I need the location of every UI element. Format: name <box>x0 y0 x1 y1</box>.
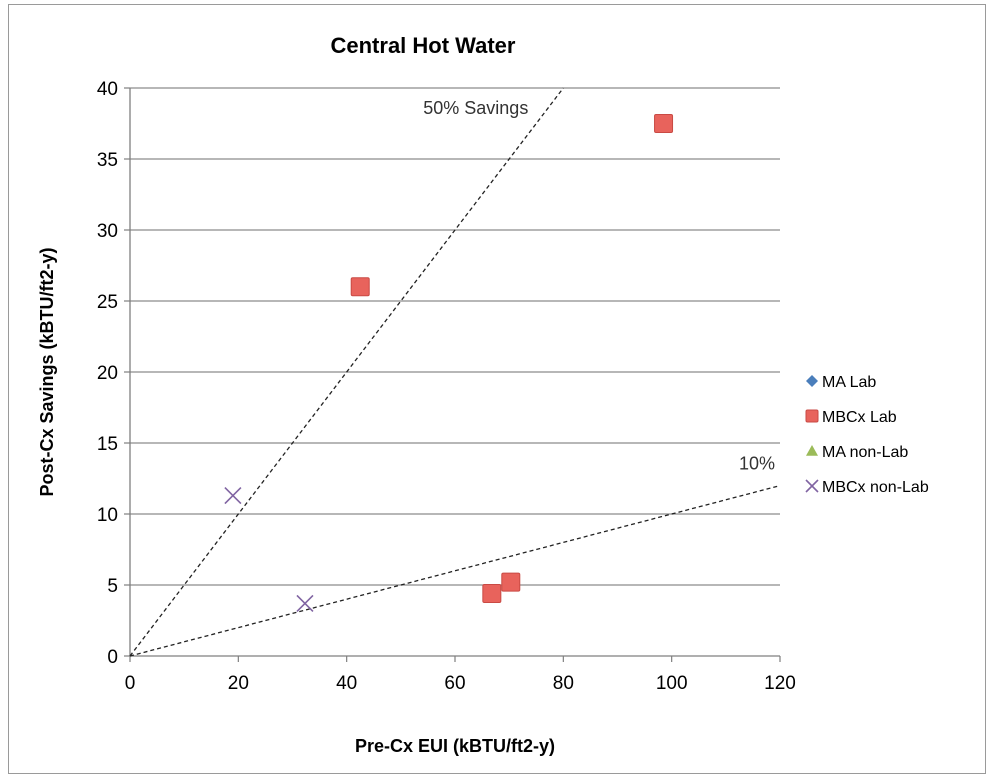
reference-line-label: 10% <box>739 454 775 474</box>
reference-line-label: 50% Savings <box>423 98 528 118</box>
data-point-stroke-b <box>296 594 314 613</box>
legend-label: MA Lab <box>822 374 876 391</box>
y-tick-label: 30 <box>97 221 118 242</box>
legend: MA Lab MBCx Lab MA non-Lab MBCx non-Lab <box>805 374 929 496</box>
y-tick-label: 15 <box>97 434 118 455</box>
legend-marker <box>806 375 818 387</box>
data-point <box>224 486 242 505</box>
data-point <box>296 594 314 613</box>
data-point <box>482 584 502 604</box>
axes: 0 5 10 15 20 25 30 35 40 0 20 40 60 80 100 120 <box>97 79 796 694</box>
legend-marker-stroke-b <box>805 479 819 493</box>
y-tick-label: 10 <box>97 505 118 526</box>
reference-lines: 50% Savings 10% <box>129 87 781 657</box>
reference-line-1 <box>129 87 564 657</box>
x-tick-label: 20 <box>228 673 249 694</box>
legend-label: MA non-Lab <box>822 444 908 461</box>
legend-label: MBCx non-Lab <box>822 479 929 496</box>
data-points <box>224 114 674 613</box>
data-point <box>350 277 370 297</box>
y-tick-label: 0 <box>107 647 118 668</box>
x-tick-label: 120 <box>764 673 796 694</box>
reference-line-2 <box>129 484 781 657</box>
y-tick-label: 40 <box>97 79 118 100</box>
legend-marker <box>806 445 818 456</box>
data-point <box>501 572 521 592</box>
y-tick-label: 25 <box>97 292 118 313</box>
chart-title: Central Hot Water <box>331 33 516 58</box>
legend-marker <box>805 479 819 493</box>
gridlines <box>130 87 780 586</box>
x-tick-label: 80 <box>553 673 574 694</box>
x-tick-label: 0 <box>125 673 136 694</box>
legend-marker <box>805 409 819 423</box>
data-point <box>654 114 674 133</box>
x-axis-title: Pre-Cx EUI (kBTU/ft2-y) <box>355 736 555 756</box>
x-tick-label: 60 <box>444 673 465 694</box>
y-tick-label: 5 <box>107 576 118 597</box>
data-point-stroke-b <box>224 486 242 505</box>
x-tick-label: 40 <box>336 673 357 694</box>
y-tick-label: 20 <box>97 363 118 384</box>
legend-label: MBCx Lab <box>822 409 897 426</box>
x-tick-label: 100 <box>656 673 688 694</box>
y-axis-title: Post-Cx Savings (kBTU/ft2-y) <box>37 247 57 496</box>
y-tick-label: 35 <box>97 150 118 171</box>
